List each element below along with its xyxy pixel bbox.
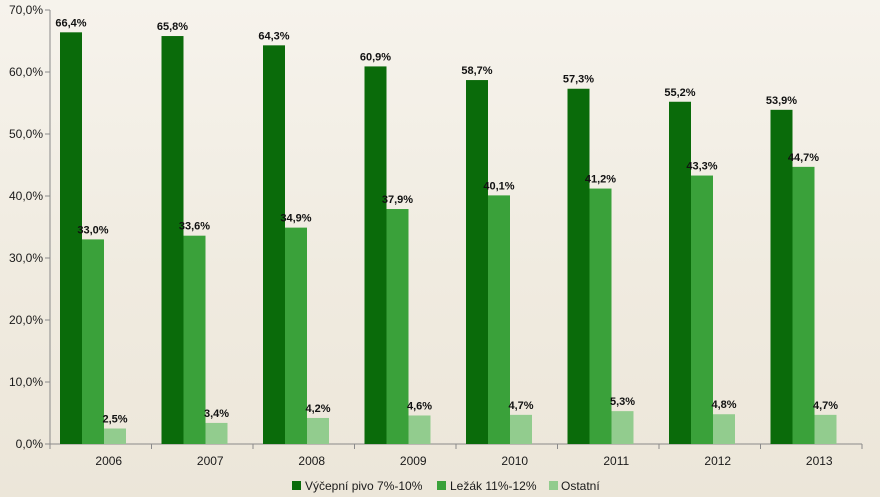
legend-swatch bbox=[549, 481, 558, 490]
data-label: 33,0% bbox=[77, 224, 108, 236]
data-label: 3,4% bbox=[204, 408, 229, 420]
bar bbox=[60, 32, 82, 444]
bar bbox=[263, 45, 285, 445]
data-label: 53,9% bbox=[766, 95, 797, 107]
bar bbox=[408, 415, 431, 444]
bar bbox=[285, 227, 307, 444]
data-label: 65,8% bbox=[157, 21, 188, 33]
y-tick-label: 10,0% bbox=[9, 375, 43, 389]
legend: Výčepní pivo 7%-10% Ležák 11%-12% Ostatní bbox=[292, 479, 600, 493]
bar bbox=[205, 422, 228, 444]
data-label: 34,9% bbox=[280, 213, 311, 225]
data-label: 40,1% bbox=[483, 180, 514, 192]
x-tick-label: 2007 bbox=[197, 454, 224, 468]
x-tick-label: 2012 bbox=[704, 454, 731, 468]
x-tick-label: 2013 bbox=[806, 454, 833, 468]
data-labels: 66,4% 33,0% 2,5% 65,8% 33,6% 3,4% 64,3% 34,9% 4,… bbox=[55, 17, 838, 425]
x-tick-label: 2010 bbox=[501, 454, 528, 468]
legend-label: Ostatní bbox=[561, 479, 600, 493]
bar bbox=[386, 209, 409, 444]
y-tick-label: 60,0% bbox=[9, 65, 43, 79]
data-label: 57,3% bbox=[563, 74, 594, 86]
data-label: 4,7% bbox=[813, 400, 838, 412]
legend-label: Výčepní pivo 7%-10% bbox=[305, 479, 423, 493]
bar bbox=[307, 417, 329, 444]
data-label: 4,6% bbox=[407, 400, 432, 412]
data-label: 55,2% bbox=[664, 87, 695, 99]
bar bbox=[161, 36, 184, 444]
legend-swatch bbox=[437, 481, 446, 490]
bar bbox=[713, 414, 735, 444]
bar bbox=[104, 428, 126, 444]
data-label: 60,9% bbox=[360, 51, 391, 63]
data-label: 44,7% bbox=[788, 152, 819, 164]
x-axis: 2006 2007 2008 2009 2010 2011 2012 2013 bbox=[49, 443, 863, 468]
legend-label: Ležák 11%-12% bbox=[450, 479, 537, 493]
bar bbox=[510, 414, 532, 444]
bar bbox=[814, 414, 837, 444]
bar bbox=[567, 88, 590, 445]
y-tick-label: 30,0% bbox=[9, 251, 43, 265]
legend-swatch bbox=[292, 481, 301, 490]
data-label: 33,6% bbox=[179, 221, 210, 233]
data-label: 43,3% bbox=[686, 161, 717, 173]
data-label: 4,2% bbox=[305, 403, 330, 415]
y-tick-label: 70,0% bbox=[9, 3, 43, 17]
y-tick-label: 20,0% bbox=[9, 313, 43, 327]
bar bbox=[183, 235, 206, 444]
y-axis: 0,0% 10,0% 20,0% 30,0% 40,0% 50,0% 60,0% 70,0% bbox=[9, 3, 51, 451]
bar bbox=[792, 166, 815, 445]
x-tick-label: 2011 bbox=[603, 454, 629, 468]
y-tick-label: 40,0% bbox=[9, 189, 43, 203]
data-label: 4,7% bbox=[508, 400, 533, 412]
data-label: 66,4% bbox=[55, 17, 86, 29]
data-label: 5,3% bbox=[610, 396, 635, 408]
bar bbox=[466, 80, 488, 444]
bar bbox=[82, 239, 104, 444]
data-label: 2,5% bbox=[102, 414, 127, 426]
bar bbox=[669, 101, 691, 444]
x-tick-label: 2006 bbox=[95, 454, 122, 468]
data-label: 58,7% bbox=[461, 65, 492, 77]
bar bbox=[770, 109, 793, 444]
data-label: 41,2% bbox=[585, 174, 616, 186]
data-label: 64,3% bbox=[258, 30, 289, 42]
bar bbox=[364, 66, 387, 445]
x-tick-label: 2009 bbox=[400, 454, 427, 468]
bar bbox=[589, 188, 612, 444]
bar bbox=[611, 411, 634, 444]
bar bbox=[691, 175, 713, 445]
y-tick-label: 0,0% bbox=[16, 437, 44, 451]
bars bbox=[60, 32, 837, 445]
data-label: 37,9% bbox=[382, 194, 413, 206]
data-label: 4,8% bbox=[711, 399, 736, 411]
y-tick-label: 50,0% bbox=[9, 127, 43, 141]
bar bbox=[488, 195, 510, 444]
x-tick-label: 2008 bbox=[298, 454, 325, 468]
